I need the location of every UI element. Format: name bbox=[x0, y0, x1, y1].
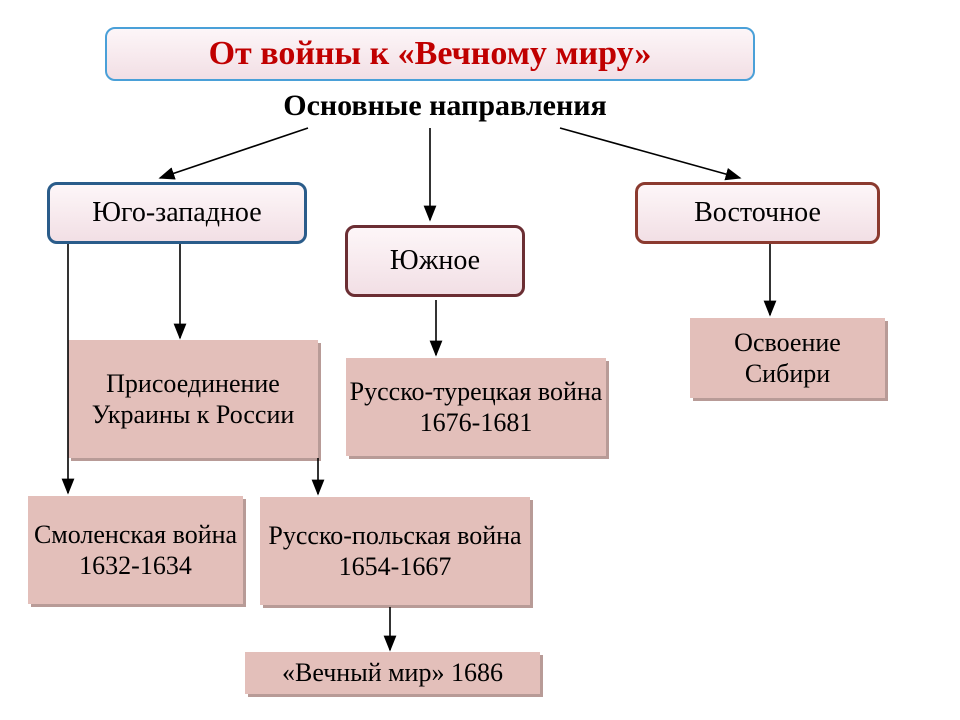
direction-east-label: Восточное bbox=[694, 197, 821, 229]
event-ukraine-label: Присоединение Украины к России bbox=[68, 368, 318, 430]
event-siberia: Освоение Сибири bbox=[690, 318, 885, 398]
event-smolensk: Смоленская война 1632-1634 bbox=[28, 496, 243, 604]
title-text: От войны к «Вечному миру» bbox=[209, 35, 652, 73]
event-siberia-label: Освоение Сибири bbox=[690, 327, 885, 389]
event-ukraine: Присоединение Украины к России bbox=[68, 340, 318, 458]
event-turkish-label: Русско-турецкая война 1676-1681 bbox=[346, 376, 606, 438]
event-turkish: Русско-турецкая война 1676-1681 bbox=[346, 358, 606, 456]
event-eternal-label: «Вечный мир» 1686 bbox=[282, 658, 503, 688]
direction-south: Южное bbox=[345, 225, 525, 297]
event-polish: Русско-польская война 1654-1667 bbox=[260, 497, 530, 605]
subtitle-text: Основные направления bbox=[230, 86, 660, 126]
direction-southwest-label: Юго-западное bbox=[92, 197, 261, 229]
event-smolensk-line1: Смоленская война bbox=[34, 519, 237, 550]
event-eternal-peace: «Вечный мир» 1686 bbox=[245, 652, 540, 694]
direction-south-label: Южное bbox=[390, 245, 480, 277]
subtitle-label: Основные направления bbox=[283, 89, 607, 123]
direction-east: Восточное bbox=[635, 182, 880, 244]
direction-southwest: Юго-западное bbox=[47, 182, 307, 244]
title-box: От войны к «Вечному миру» bbox=[105, 27, 755, 81]
event-polish-label: Русско-польская война 1654-1667 bbox=[260, 520, 530, 582]
event-smolensk-line2: 1632-1634 bbox=[79, 550, 192, 581]
